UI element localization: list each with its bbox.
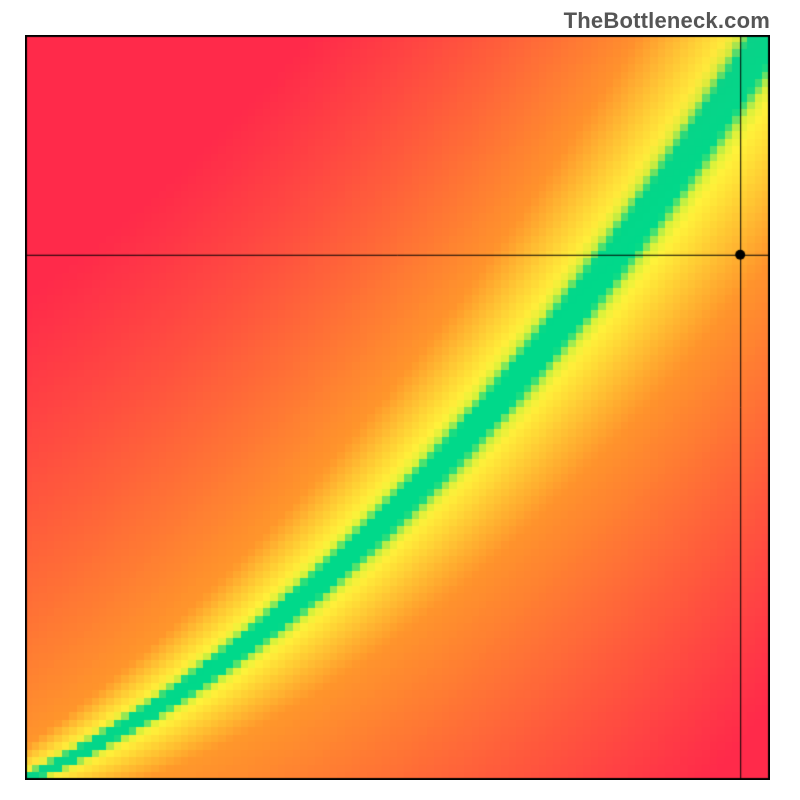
figure-container: TheBottleneck.com bbox=[0, 0, 800, 800]
bottleneck-heatmap bbox=[25, 35, 770, 780]
watermark-text: TheBottleneck.com bbox=[564, 8, 770, 34]
